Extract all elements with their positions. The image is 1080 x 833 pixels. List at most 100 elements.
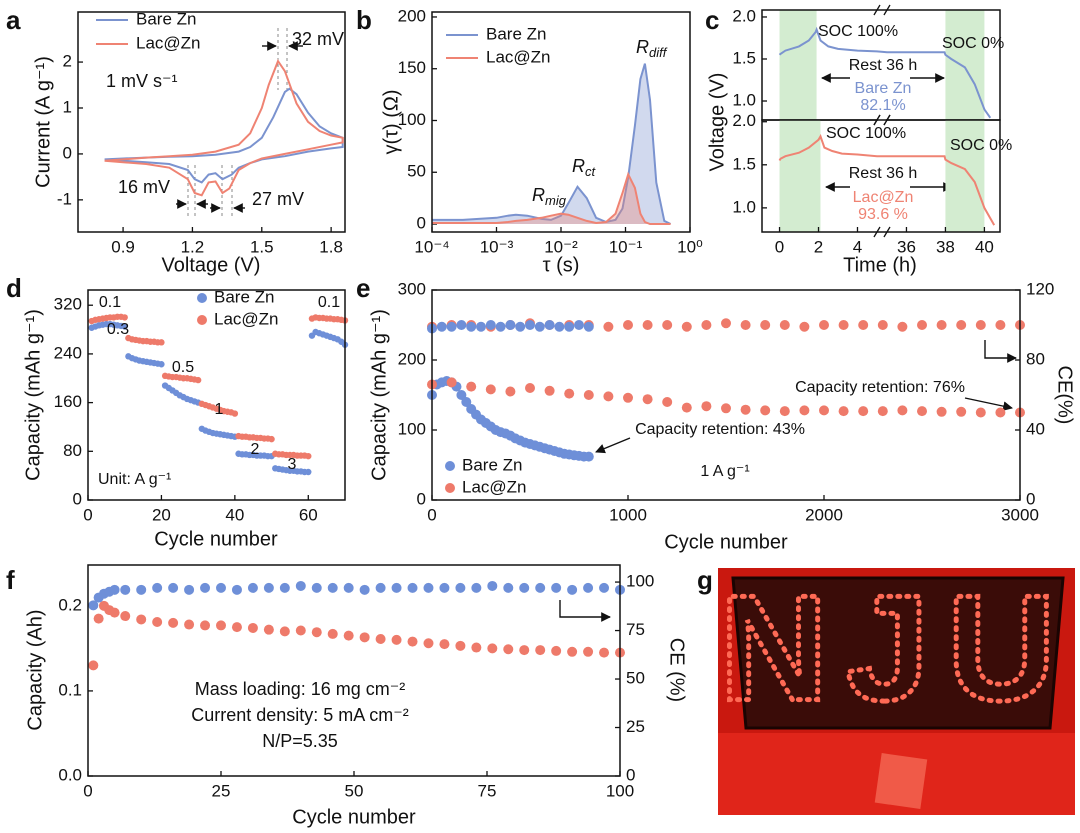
y-tick-label: 0 (73, 489, 82, 508)
point (936, 406, 947, 417)
x-axis-label: Voltage (V) (162, 254, 261, 276)
point (305, 468, 312, 476)
annotation: 27 mV (252, 189, 304, 209)
legend-label: Lac@Zn (486, 47, 551, 66)
line (778, 26, 992, 119)
point (623, 320, 633, 330)
point (121, 314, 128, 321)
point (359, 632, 370, 643)
point (681, 402, 692, 413)
annotation: Capacity retention: 43% (635, 421, 805, 438)
x-tick-label: 0 (427, 505, 436, 524)
x-axis-label: τ (s) (543, 254, 580, 276)
point (975, 407, 986, 418)
y-tick-label: 2 (63, 52, 72, 71)
y-tick-label: 1.0 (732, 197, 756, 216)
y-tick-label: 80 (63, 441, 82, 460)
annotation: 32 mV (292, 29, 344, 49)
annotation: Unit: A g⁻¹ (98, 471, 171, 488)
point (168, 582, 179, 593)
point (455, 582, 466, 593)
point (583, 451, 594, 462)
point (599, 582, 610, 593)
legend-swatch (445, 461, 455, 471)
y2-tick-label: 25 (626, 717, 645, 736)
point (603, 321, 614, 332)
legend-label: Bare Zn (136, 9, 196, 28)
x-tick-label: 40 (225, 505, 244, 524)
plot-frame (87, 289, 346, 501)
annotation: 0.3 (107, 321, 129, 338)
y-tick-label: 2.0 (732, 6, 756, 25)
point (120, 611, 131, 622)
point (567, 584, 578, 595)
point (819, 405, 829, 416)
point (471, 642, 482, 653)
panel-label: b (356, 5, 372, 35)
sign-board (731, 576, 1065, 730)
x-tick-label: 10⁻² (544, 237, 578, 256)
arrow (595, 437, 631, 454)
panel-label: e (356, 273, 370, 303)
point (662, 320, 673, 330)
annotation: Bare Zn (855, 80, 912, 97)
x-tick-label: 0 (83, 781, 92, 800)
y-axis-label: Current (A g⁻¹) (32, 56, 54, 188)
point (439, 582, 450, 593)
y2-axis-label: CE (%) (666, 638, 688, 702)
point (917, 320, 927, 330)
device (874, 753, 928, 809)
point (681, 321, 692, 332)
x-tick-label: 20 (152, 505, 171, 524)
point (760, 405, 771, 416)
x-axis-label: Cycle number (664, 531, 788, 553)
y2-tick-label: 50 (626, 669, 645, 688)
point (779, 320, 790, 330)
annotation: 82.1% (860, 97, 905, 114)
point (391, 582, 402, 593)
x-axis-label: Cycle number (292, 806, 416, 828)
annotation-sub: ct (585, 164, 597, 179)
point (439, 639, 450, 650)
legend-swatch (197, 315, 207, 325)
point (423, 638, 434, 649)
point (583, 321, 594, 332)
point (327, 628, 338, 639)
y-tick-label: 240 (54, 343, 82, 362)
point (120, 584, 131, 595)
annotation-sub: mig (545, 193, 567, 208)
line (432, 63, 672, 225)
plot-frame (87, 564, 621, 777)
point (263, 582, 274, 593)
y2-tick-label: 40 (1026, 419, 1045, 438)
x-tick-label: 2000 (805, 505, 843, 524)
point (311, 582, 322, 593)
point (461, 397, 472, 407)
area (432, 174, 671, 225)
point (295, 580, 306, 591)
annotation: Capacity retention: 76% (795, 379, 965, 396)
point (152, 617, 163, 628)
point (136, 584, 147, 595)
annotation: N/P=5.35 (262, 731, 338, 751)
point (917, 406, 927, 417)
point (583, 390, 594, 400)
point (574, 320, 584, 330)
legend-label: Lac@Zn (136, 33, 201, 52)
legend-label: Lac@Zn (462, 477, 527, 496)
point (268, 435, 275, 443)
x-tick-label: 10⁻⁴ (414, 237, 449, 256)
y-tick-label: 50 (407, 162, 426, 181)
point (407, 582, 418, 593)
point (564, 321, 575, 332)
plot-frame (77, 11, 346, 233)
point (503, 644, 514, 655)
highlight-range (945, 10, 985, 120)
line (104, 87, 344, 184)
point (343, 630, 354, 641)
point (216, 582, 226, 593)
x-axis-label: Cycle number (154, 528, 278, 550)
point (799, 321, 810, 332)
point (471, 582, 482, 593)
point (623, 392, 633, 403)
